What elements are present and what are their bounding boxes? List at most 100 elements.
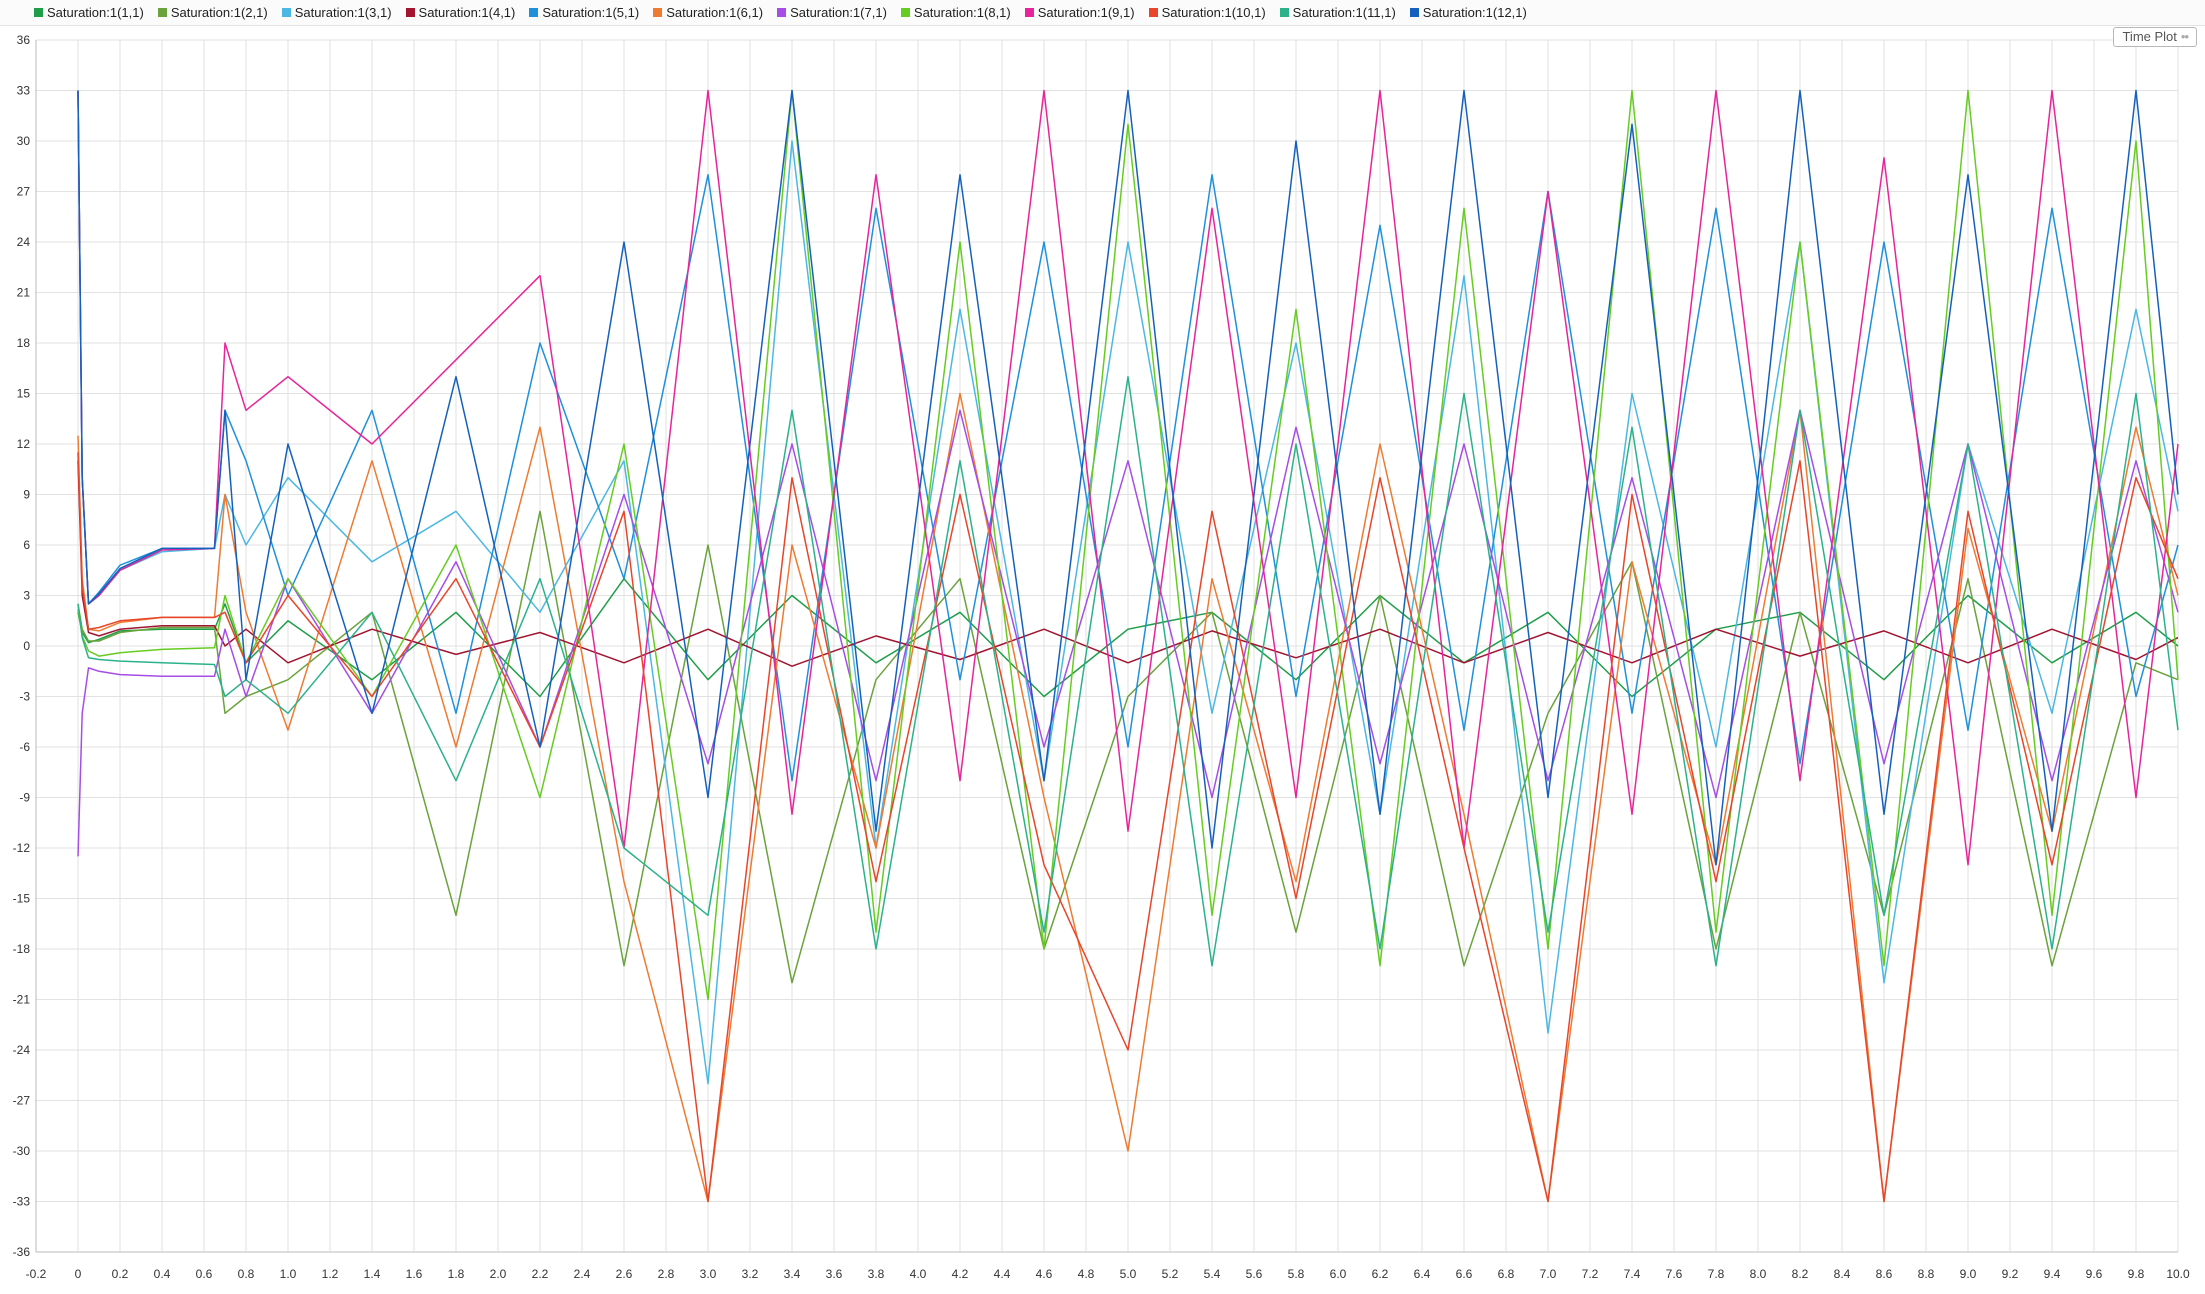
series-line-9 [77,89,2179,866]
x-tick-label: 7.0 [1540,1267,1557,1281]
x-tick-label: 6.0 [1330,1267,1347,1281]
y-tick-label: -3 [19,690,30,704]
series-line-2 [77,510,2179,984]
x-tick-label: 3.8 [868,1267,885,1281]
legend-label: Saturation:1(10,1) [1161,5,1266,20]
x-tick-label: 0 [75,1267,82,1281]
legend-swatch-icon [529,8,539,17]
x-tick-label: 3.6 [826,1267,843,1281]
x-tick-label: 3.2 [742,1267,759,1281]
legend-label: Saturation:1(4,1) [418,5,516,20]
legend: Saturation:1(1,1) Saturation:1(2,1) Satura… [0,0,2205,26]
x-tick-label: 6.2 [1372,1267,1389,1281]
x-tick-label: 7.6 [1666,1267,1683,1281]
legend-item-5[interactable]: Saturation:1(5,1) [529,5,639,20]
legend-label: Saturation:1(1,1) [47,5,144,20]
y-tick-label: -24 [13,1043,31,1057]
legend-label: Saturation:1(7,1) [790,5,887,20]
x-tick-label: 9.8 [2128,1267,2145,1281]
legend-swatch-icon [281,8,291,17]
x-tick-label: 3.4 [784,1267,801,1281]
legend-item-10[interactable]: Saturation:1(10,1) [1148,5,1266,20]
legend-label: Saturation:1(12,1) [1422,5,1527,20]
legend-item-7[interactable]: Saturation:1(7,1) [777,5,887,20]
legend-item-2[interactable]: Saturation:1(2,1) [157,5,268,20]
time-plot-label[interactable]: Time Plot •• [2113,27,2197,47]
legend-swatch-icon [653,8,663,17]
y-tick-label: 33 [17,84,31,98]
x-tick-label: 0.8 [238,1267,255,1281]
x-tick-label: 1.0 [280,1267,297,1281]
expand-icon[interactable]: •• [2180,29,2189,44]
x-tick-label: 0.6 [196,1267,213,1281]
y-tick-label: -6 [19,740,30,754]
y-tick-label: 12 [17,437,31,451]
y-tick-label: -12 [13,841,31,855]
y-tick-label: 30 [17,134,31,148]
y-tick-label: 24 [17,235,31,249]
legend-item-11[interactable]: Saturation:1(11,1) [1279,5,1396,20]
legend-item-4[interactable]: Saturation:1(4,1) [405,5,516,20]
x-tick-label: 3.0 [700,1267,717,1281]
x-axis-ticks: -0.2 0 0.2 0.4 0.6 0.8 1.0 1.2 1.4 1.6 1.8 2.0 2.2 2.… [26,1267,2190,1281]
legend-swatch-icon [157,8,167,17]
legend-swatch-icon [34,8,43,17]
y-tick-label: -18 [13,942,31,956]
x-tick-label: 4.8 [1078,1267,1095,1281]
x-tick-label: 9.4 [2044,1267,2061,1281]
x-tick-label: 9.6 [2086,1267,2103,1281]
x-tick-label: 4.4 [994,1267,1011,1281]
x-tick-label: 1.6 [406,1267,423,1281]
y-tick-label: 6 [23,538,30,552]
x-tick-label: 1.8 [448,1267,465,1281]
x-tick-label: 5.6 [1246,1267,1263,1281]
legend-swatch-icon [1409,8,1419,17]
x-tick-label: 1.2 [322,1267,339,1281]
legend-item-6[interactable]: Saturation:1(6,1) [653,5,763,20]
legend-swatch-icon [1024,8,1034,17]
x-tick-label: 5.8 [1288,1267,1305,1281]
legend-label: Saturation:1(8,1) [913,5,1011,20]
x-tick-label: 6.8 [1498,1267,1515,1281]
series-line-1 [77,577,2179,698]
x-tick-label: 6.4 [1414,1267,1431,1281]
x-tick-label: 7.8 [1708,1267,1725,1281]
y-tick-label: -36 [13,1245,31,1259]
y-tick-label: 36 [17,33,31,47]
series-lines [77,89,2179,1203]
legend-item-12[interactable]: Saturation:1(12,1) [1409,5,1527,20]
y-tick-label: 3 [23,589,30,603]
x-tick-label: 2.6 [616,1267,633,1281]
legend-label: Saturation:1(2,1) [170,5,268,20]
series-line-8 [77,89,2179,1001]
y-tick-label: 0 [23,639,30,653]
legend-item-1[interactable]: Saturation:1(1,1) [34,5,144,20]
legend-swatch-icon [900,8,910,17]
x-tick-label: 1.4 [364,1267,381,1281]
y-tick-label: -9 [19,791,30,805]
x-tick-label: 4.2 [952,1267,969,1281]
y-tick-label: -27 [13,1094,31,1108]
legend-item-8[interactable]: Saturation:1(8,1) [900,5,1011,20]
x-tick-label: 8.8 [1918,1267,1935,1281]
x-tick-label: 5.2 [1162,1267,1179,1281]
legend-item-9[interactable]: Saturation:1(9,1) [1024,5,1135,20]
series-line-11 [77,375,2179,967]
series-line-10 [77,452,2179,1203]
x-tick-label: 2.4 [574,1267,591,1281]
y-tick-label: -21 [13,993,31,1007]
legend-item-3[interactable]: Saturation:1(3,1) [281,5,392,20]
y-tick-label: 9 [23,488,30,502]
x-tick-label: 10.0 [2166,1267,2190,1281]
series-line-4 [77,460,2179,667]
x-tick-label: -0.2 [26,1267,47,1281]
x-tick-label: 4.6 [1036,1267,1053,1281]
legend-swatch-icon [1148,8,1158,17]
x-tick-label: 8.4 [1834,1267,1851,1281]
series-line-7 [77,409,2179,857]
x-tick-label: 9.0 [1960,1267,1977,1281]
x-tick-label: 4.0 [910,1267,927,1281]
x-tick-label: 2.8 [658,1267,675,1281]
